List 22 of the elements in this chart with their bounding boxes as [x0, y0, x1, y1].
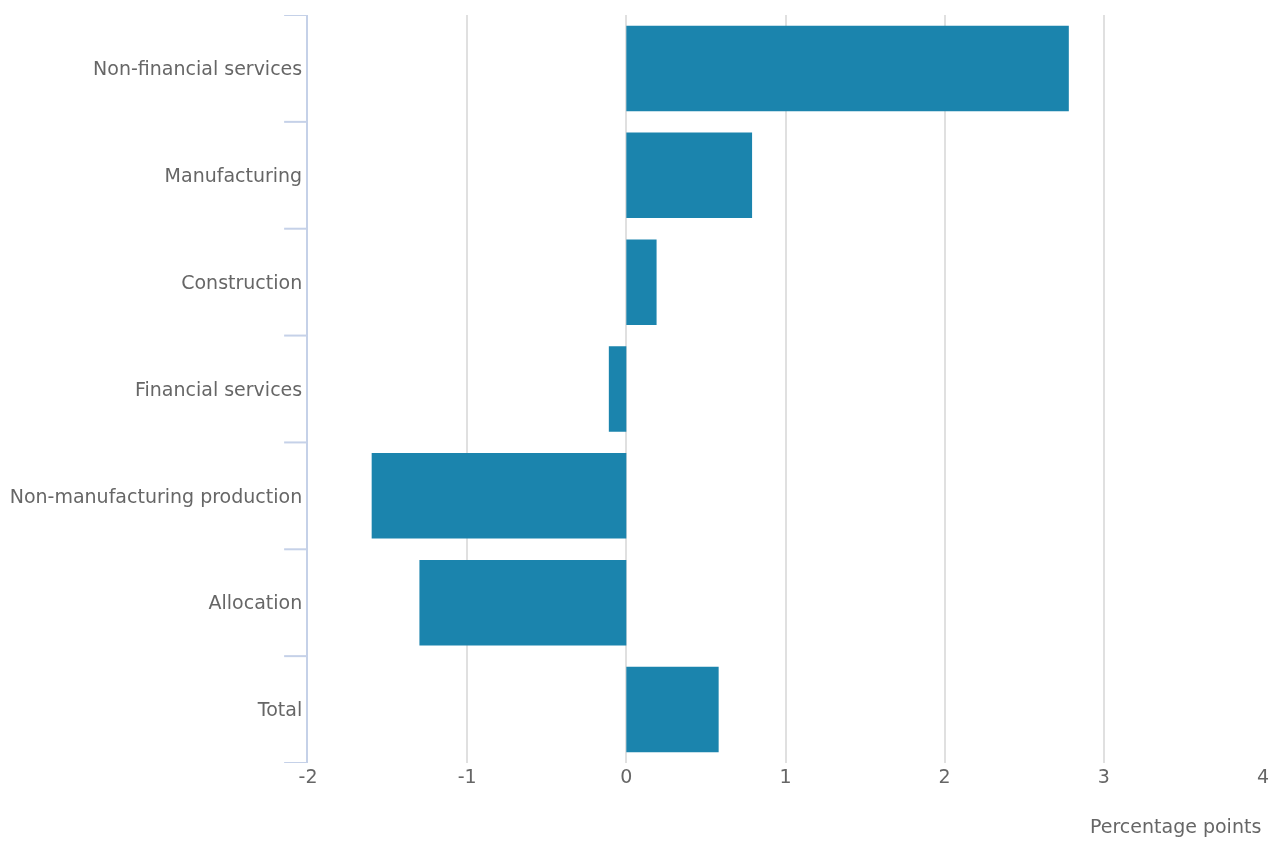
- x-tick-label: 3: [1097, 765, 1110, 787]
- bar: [419, 559, 627, 646]
- bar: [626, 239, 657, 325]
- y-tick-label: Allocation: [208, 591, 303, 614]
- bar: [371, 453, 627, 539]
- bar: [626, 132, 753, 219]
- y-tick-label: Total: [256, 698, 303, 721]
- x-tick-label: 2: [938, 765, 951, 787]
- y-tick-label: Non-manufacturing production: [9, 484, 303, 507]
- x-tick-label: -1: [457, 765, 477, 787]
- x-tick-label: 0: [620, 765, 633, 787]
- bar: [626, 666, 719, 753]
- x-tick-label: 4: [1256, 765, 1270, 787]
- x-tick-label: 1: [779, 765, 792, 787]
- x-axis-title: Percentage points: [1090, 815, 1262, 837]
- x-tick-label: -2: [298, 765, 318, 787]
- y-tick-label: Construction: [181, 270, 303, 293]
- y-tick-label: Non-financial services: [93, 57, 303, 80]
- bar: [608, 346, 627, 432]
- bar: [626, 25, 1069, 112]
- y-tick-label: Financial services: [135, 377, 303, 400]
- y-tick-label: Manufacturing: [164, 163, 303, 186]
